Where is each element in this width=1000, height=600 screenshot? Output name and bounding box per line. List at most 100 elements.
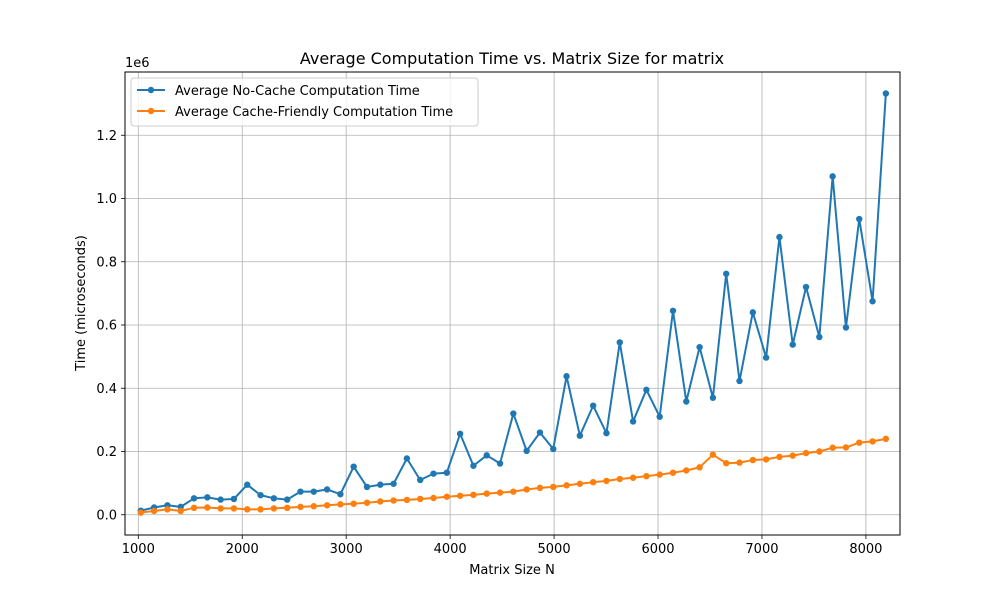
data-point (337, 491, 344, 498)
data-point (510, 488, 517, 495)
data-point (390, 480, 397, 487)
data-point (856, 439, 863, 446)
data-point (443, 493, 451, 500)
y-axis-multiplier: 1e6 (125, 56, 150, 71)
x-tick-label: 2000 (226, 542, 259, 557)
data-point (536, 429, 544, 436)
data-point (616, 339, 623, 346)
data-point (217, 505, 224, 512)
data-point (869, 298, 876, 305)
data-point (270, 505, 278, 512)
data-point (164, 506, 171, 513)
data-point (842, 444, 850, 451)
data-point (217, 496, 224, 503)
data-point (856, 215, 863, 223)
data-point (563, 373, 570, 380)
legend-marker-cache-friendly (147, 107, 155, 115)
data-point (204, 494, 211, 501)
data-point (882, 435, 890, 443)
data-point (576, 480, 584, 487)
data-point (337, 501, 344, 508)
data-point (829, 444, 836, 451)
data-point (576, 432, 584, 439)
data-point (709, 451, 717, 458)
data-point (696, 464, 703, 471)
data-point (377, 481, 384, 488)
data-point (656, 471, 663, 478)
data-point (629, 474, 637, 481)
x-tick-label: 7000 (745, 542, 778, 557)
data-point (403, 496, 411, 504)
data-point (563, 482, 570, 489)
data-point (323, 486, 331, 493)
data-point (190, 495, 198, 502)
data-point (417, 495, 424, 503)
data-point (723, 460, 730, 467)
data-point (283, 504, 291, 511)
legend-entry-no-cache: Average No-Cache Computation Time (175, 84, 420, 99)
data-point (350, 463, 357, 470)
data-point (297, 488, 304, 495)
data-point (829, 173, 836, 180)
data-point (842, 324, 850, 331)
data-point (470, 491, 477, 499)
data-point (417, 476, 424, 484)
legend-box (130, 77, 479, 127)
data-point (709, 394, 717, 401)
data-point (363, 499, 371, 506)
data-point (310, 488, 317, 495)
data-point (230, 495, 238, 503)
data-point (403, 455, 411, 462)
data-point (789, 341, 796, 348)
data-point (244, 481, 251, 488)
data-point (470, 462, 477, 469)
data-point (244, 506, 251, 513)
legend-entry-cache-friendly: Average Cache-Friendly Computation Time (175, 105, 453, 120)
data-point (643, 386, 650, 394)
data-point (443, 469, 451, 476)
series-1 (137, 435, 890, 516)
data-point (510, 410, 517, 417)
data-point (882, 90, 890, 97)
data-point (616, 475, 623, 483)
data-point (669, 469, 677, 476)
y-tick-label: 1.0 (96, 192, 117, 207)
data-point (776, 233, 783, 241)
data-point (430, 494, 437, 502)
data-point (430, 470, 437, 477)
data-point (629, 418, 637, 425)
x-tick-label: 1000 (122, 542, 155, 557)
data-point (523, 486, 530, 493)
data-point (802, 449, 810, 457)
series-layer (137, 90, 890, 516)
data-point (483, 490, 490, 497)
y-axis-label: Time (microseconds) (74, 235, 89, 372)
data-point (257, 506, 264, 513)
data-point (749, 309, 757, 316)
data-point (683, 467, 690, 474)
y-tick-label: 0.0 (96, 508, 117, 523)
x-tick-label: 4000 (434, 542, 467, 557)
y-tick-label: 1.2 (96, 129, 117, 144)
data-point (190, 504, 198, 511)
data-point (177, 507, 184, 515)
x-axis-ticks: 1000 2000 3000 4000 5000 6000 7000 8000 (122, 535, 882, 557)
data-point (603, 429, 610, 437)
grid (125, 72, 900, 535)
data-point (390, 497, 397, 504)
data-point (749, 456, 757, 464)
data-point (656, 413, 663, 420)
data-point (669, 307, 677, 314)
data-point (550, 445, 557, 453)
data-point (789, 452, 796, 459)
series-0 (137, 90, 890, 514)
data-point (150, 507, 158, 515)
data-point (869, 438, 876, 445)
data-point (137, 509, 144, 516)
data-point (736, 459, 743, 466)
data-point (603, 477, 610, 485)
x-tick-label: 5000 (538, 542, 571, 557)
data-point (257, 491, 264, 499)
data-point (456, 430, 464, 437)
data-point (550, 483, 557, 491)
